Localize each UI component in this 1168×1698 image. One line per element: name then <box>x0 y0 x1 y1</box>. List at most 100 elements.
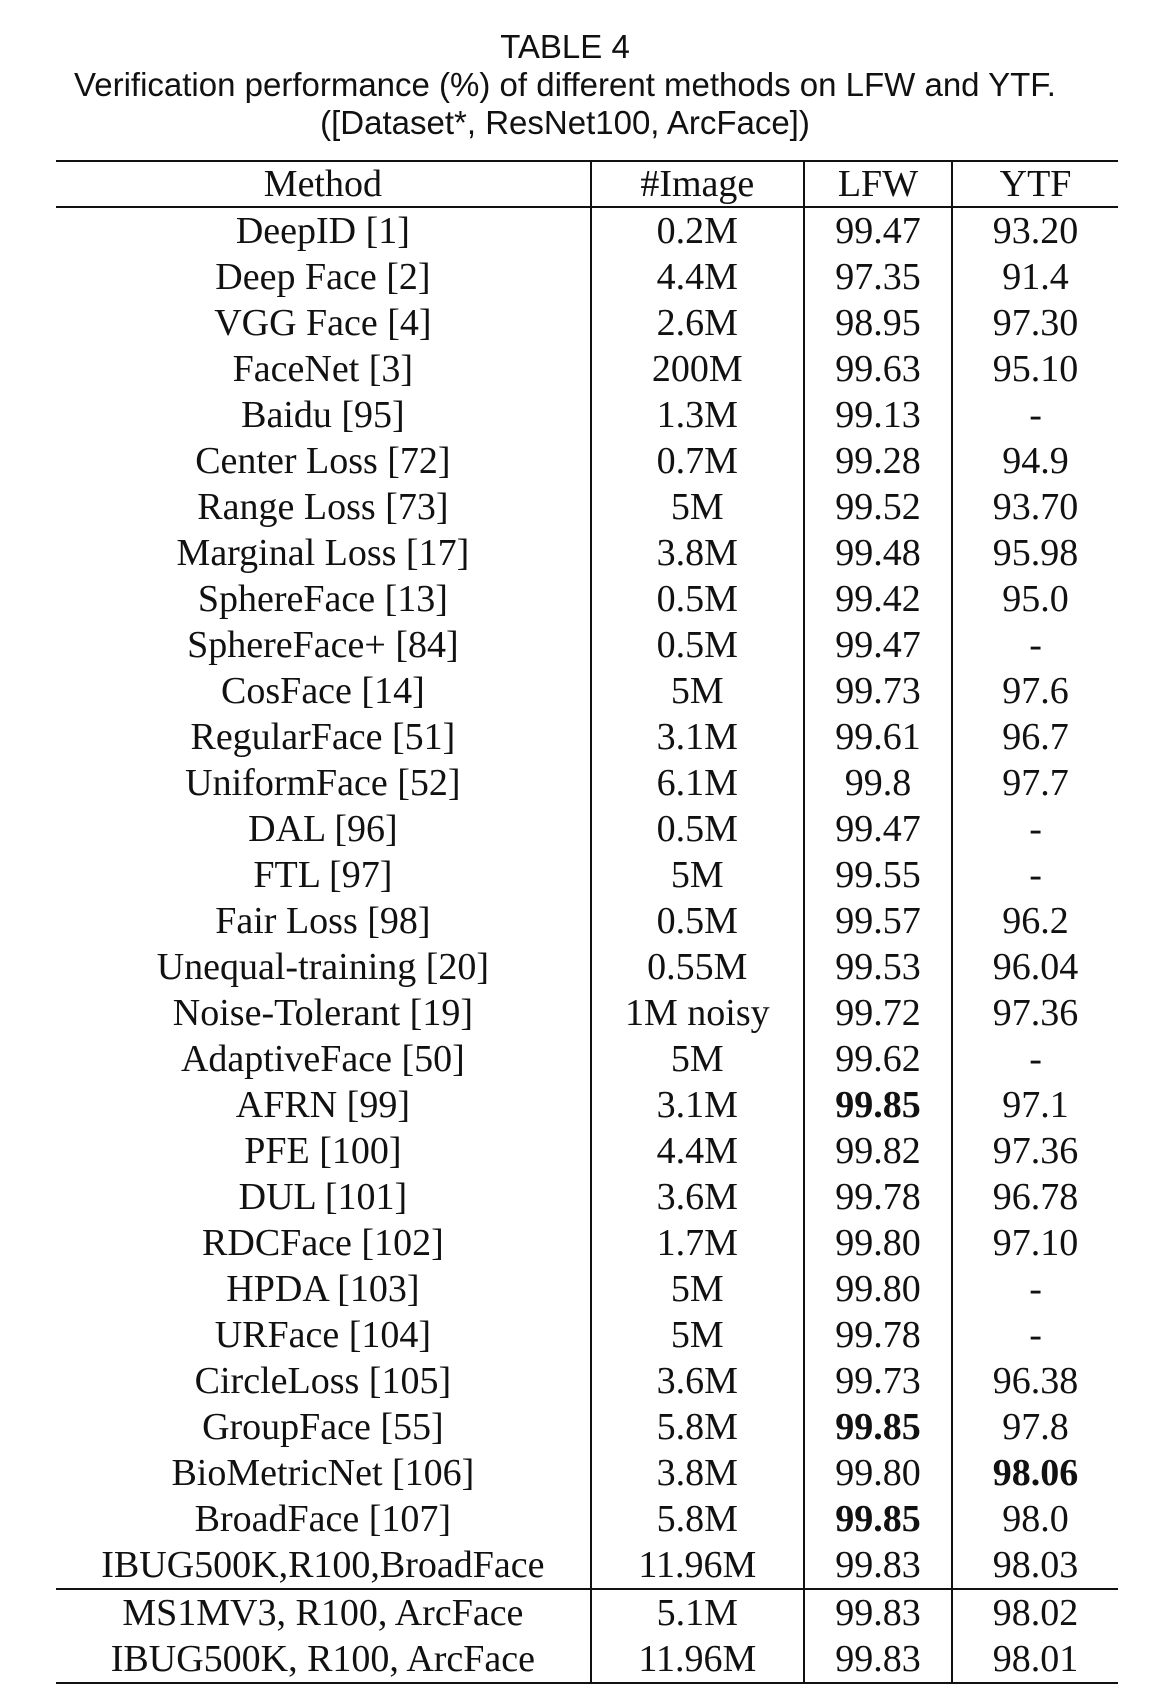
table-row: AdaptiveFace [50] 5M 99.62 - <box>56 1036 1118 1082</box>
cell-method: UniformFace [52] <box>56 760 592 806</box>
table-row: HPDA [103] 5M 99.80 - <box>56 1266 1118 1312</box>
cell-lfw: 99.48 <box>803 530 954 576</box>
table-row: UniformFace [52] 6.1M 99.8 97.7 <box>56 760 1118 806</box>
cell-lfw: 99.83 <box>803 1588 954 1636</box>
cell-image-count: 6.1M <box>590 760 805 806</box>
cell-ytf: - <box>1029 1268 1042 1310</box>
table-row: Center Loss [72] 0.7M 99.28 94.9 <box>56 438 1118 484</box>
cell-ytf: 97.8 <box>1002 1406 1069 1448</box>
cell-lfw: 99.78 <box>803 1174 954 1220</box>
cell-method: PFE [100] <box>56 1128 592 1174</box>
cell-image-count: 0.2M <box>590 207 805 254</box>
cell-lfw: 99.78 <box>803 1312 954 1358</box>
cell-ytf: 98.02 <box>952 1588 1118 1636</box>
cell-lfw: 99.85 <box>803 1082 954 1128</box>
cell-lfw: 99.53 <box>803 944 954 990</box>
cell-image-count: 0.5M <box>590 806 805 852</box>
cell-method: Marginal Loss [17] <box>56 530 592 576</box>
results-table: Method #Image LFW YTF DeepID [1] 0.2M 99.4… <box>56 160 1118 1684</box>
table-row: URFace [104] 5M 99.78 - <box>56 1312 1118 1358</box>
cell-method: DeepID [1] <box>56 207 592 254</box>
cell-lfw: 99.73 <box>803 1358 954 1404</box>
cell-ytf: 97.36 <box>992 1130 1079 1172</box>
cell-ytf: 98.01 <box>952 1636 1118 1684</box>
table-row: DUL [101] 3.6M 99.78 96.78 <box>56 1174 1118 1220</box>
cell-method: Unequal-training [20] <box>56 944 592 990</box>
cell-ytf: - <box>1029 394 1042 436</box>
table-row: Unequal-training [20] 0.55M 99.53 96.04 <box>56 944 1118 990</box>
cell-image-count: 4.4M <box>590 254 805 300</box>
header-lfw: LFW <box>803 160 954 208</box>
table-row: Fair Loss [98] 0.5M 99.57 96.2 <box>56 898 1118 944</box>
cell-image-count: 5M <box>590 1312 805 1358</box>
table-row: RDCFace [102] 1.7M 99.80 97.10 <box>56 1220 1118 1266</box>
cell-method: DAL [96] <box>56 806 592 852</box>
cell-image-count: 1.7M <box>590 1220 805 1266</box>
cell-ytf: 98.0 <box>1002 1498 1069 1540</box>
table-row: VGG Face [4] 2.6M 98.95 97.30 <box>56 300 1118 346</box>
cell-image-count: 2.6M <box>590 300 805 346</box>
cell-ytf: - <box>1029 624 1042 666</box>
cell-ytf: 97.7 <box>1002 762 1069 804</box>
cell-lfw: 99.80 <box>803 1450 954 1496</box>
cell-ytf: 98.03 <box>992 1544 1079 1586</box>
cell-method: Noise-Tolerant [19] <box>56 990 592 1036</box>
cell-ytf: 96.38 <box>992 1360 1079 1402</box>
cell-lfw: 99.61 <box>803 714 954 760</box>
cell-method: RegularFace [51] <box>56 714 592 760</box>
cell-image-count: 3.6M <box>590 1174 805 1220</box>
table-subtitle: ([Dataset*, ResNet100, ArcFace]) <box>320 104 810 141</box>
cell-ytf: 95.98 <box>992 532 1079 574</box>
cell-image-count: 3.6M <box>590 1358 805 1404</box>
cell-image-count: 1.3M <box>590 392 805 438</box>
cell-lfw: 99.47 <box>803 207 954 254</box>
cell-method: SphereFace+ [84] <box>56 622 592 668</box>
cell-image-count: 11.96M <box>590 1542 805 1589</box>
table-row: FaceNet [3] 200M 99.63 95.10 <box>56 346 1118 392</box>
cell-ytf: 94.9 <box>1002 440 1069 482</box>
cell-lfw: 99.62 <box>803 1036 954 1082</box>
table-row: DeepID [1] 0.2M 99.47 93.20 <box>56 207 1118 254</box>
cell-method: IBUG500K,R100,BroadFace <box>56 1542 592 1589</box>
table-row: DAL [96] 0.5M 99.47 - <box>56 806 1118 852</box>
table-row: AFRN [99] 3.1M 99.85 97.1 <box>56 1082 1118 1128</box>
cell-lfw: 99.13 <box>803 392 954 438</box>
cell-image-count: 0.5M <box>590 898 805 944</box>
cell-image-count: 5M <box>590 484 805 530</box>
table-row: PFE [100] 4.4M 99.82 97.36 <box>56 1128 1118 1174</box>
cell-lfw: 99.83 <box>803 1636 954 1684</box>
cell-image-count: 3.8M <box>590 1450 805 1496</box>
table-row: RegularFace [51] 3.1M 99.61 96.7 <box>56 714 1118 760</box>
cell-lfw: 99.8 <box>803 760 954 806</box>
cell-lfw: 99.85 <box>803 1404 954 1450</box>
cell-image-count: 5.8M <box>590 1404 805 1450</box>
cell-method: Center Loss [72] <box>56 438 592 484</box>
cell-method: URFace [104] <box>56 1312 592 1358</box>
cell-lfw: 99.85 <box>803 1496 954 1542</box>
cell-lfw: 99.28 <box>803 438 954 484</box>
cell-lfw: 99.55 <box>803 852 954 898</box>
table-row: SphereFace+ [84] 0.5M 99.47 - <box>56 622 1118 668</box>
cell-image-count: 11.96M <box>590 1636 805 1684</box>
cell-method: AFRN [99] <box>56 1082 592 1128</box>
cell-method: Deep Face [2] <box>56 254 592 300</box>
cell-method: FTL [97] <box>56 852 592 898</box>
cell-lfw: 99.47 <box>803 622 954 668</box>
cell-ytf: 96.2 <box>1002 900 1069 942</box>
cell-ytf: 96.7 <box>1002 716 1069 758</box>
cell-ytf: 96.04 <box>992 946 1079 988</box>
cell-lfw: 99.82 <box>803 1128 954 1174</box>
cell-lfw: 99.63 <box>803 346 954 392</box>
table-caption: TABLE 4 Verification performance (%) of … <box>0 28 1130 142</box>
table-row: Deep Face [2] 4.4M 97.35 91.4 <box>56 254 1118 300</box>
table-row: Baidu [95] 1.3M 99.13 - <box>56 392 1118 438</box>
cell-image-count: 200M <box>590 346 805 392</box>
cell-method: AdaptiveFace [50] <box>56 1036 592 1082</box>
cell-ytf: 93.70 <box>992 486 1079 528</box>
table-row: CircleLoss [105] 3.6M 99.73 96.38 <box>56 1358 1118 1404</box>
cell-image-count: 3.1M <box>590 714 805 760</box>
table-row: BioMetricNet [106] 3.8M 99.80 98.06 <box>56 1450 1118 1496</box>
cell-ytf: - <box>1029 1314 1042 1356</box>
table-row: Noise-Tolerant [19] 1M noisy 99.72 97.36 <box>56 990 1118 1036</box>
cell-ytf: 98.06 <box>992 1452 1079 1494</box>
